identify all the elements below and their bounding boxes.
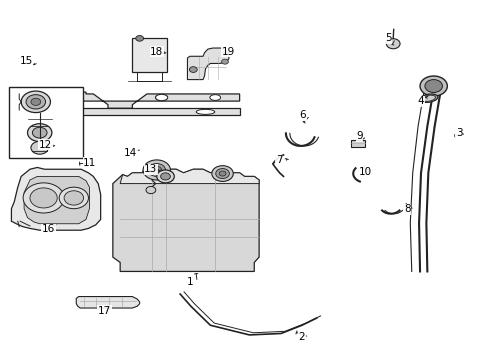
Text: 17: 17 bbox=[98, 306, 111, 316]
Polygon shape bbox=[13, 92, 239, 108]
Circle shape bbox=[32, 127, 47, 138]
Polygon shape bbox=[13, 108, 239, 116]
Circle shape bbox=[215, 168, 229, 179]
Circle shape bbox=[146, 186, 156, 194]
Circle shape bbox=[31, 141, 48, 154]
Text: 14: 14 bbox=[124, 148, 137, 158]
Text: 4: 4 bbox=[417, 96, 424, 106]
Circle shape bbox=[219, 171, 225, 176]
Circle shape bbox=[419, 76, 447, 96]
Text: 9: 9 bbox=[356, 131, 362, 141]
Ellipse shape bbox=[35, 109, 54, 114]
Circle shape bbox=[30, 188, 57, 208]
Ellipse shape bbox=[28, 94, 41, 101]
Ellipse shape bbox=[421, 95, 435, 101]
Circle shape bbox=[211, 166, 233, 181]
Text: 5: 5 bbox=[384, 33, 391, 43]
Polygon shape bbox=[113, 166, 259, 271]
Circle shape bbox=[152, 166, 161, 174]
Circle shape bbox=[21, 91, 50, 113]
Circle shape bbox=[64, 191, 83, 205]
Text: 16: 16 bbox=[42, 224, 55, 234]
Ellipse shape bbox=[419, 94, 437, 103]
Circle shape bbox=[136, 36, 143, 41]
Text: 12: 12 bbox=[39, 140, 52, 150]
Circle shape bbox=[23, 183, 64, 213]
Ellipse shape bbox=[209, 95, 220, 100]
Circle shape bbox=[157, 170, 174, 183]
Circle shape bbox=[59, 187, 88, 209]
Circle shape bbox=[25, 90, 44, 105]
Bar bbox=[132, 39, 167, 72]
Text: 8: 8 bbox=[403, 204, 410, 215]
Bar bbox=[350, 140, 365, 147]
Text: 7: 7 bbox=[275, 155, 282, 165]
Text: 10: 10 bbox=[358, 167, 371, 177]
Polygon shape bbox=[11, 167, 101, 230]
Text: 18: 18 bbox=[150, 46, 163, 57]
Text: 1: 1 bbox=[186, 277, 193, 287]
Circle shape bbox=[221, 59, 228, 64]
Text: 15: 15 bbox=[20, 56, 33, 66]
Text: 11: 11 bbox=[83, 158, 96, 168]
Polygon shape bbox=[76, 297, 140, 308]
Text: 13: 13 bbox=[144, 164, 157, 174]
Text: 6: 6 bbox=[299, 111, 305, 121]
Ellipse shape bbox=[196, 109, 214, 114]
Circle shape bbox=[424, 80, 442, 93]
Text: 19: 19 bbox=[222, 46, 235, 57]
Circle shape bbox=[27, 124, 52, 141]
Text: 3: 3 bbox=[455, 129, 462, 138]
Circle shape bbox=[148, 163, 165, 176]
Bar bbox=[9, 87, 82, 158]
Polygon shape bbox=[24, 176, 89, 224]
Circle shape bbox=[386, 39, 399, 49]
Ellipse shape bbox=[155, 94, 167, 101]
Circle shape bbox=[160, 173, 170, 180]
Circle shape bbox=[29, 93, 41, 102]
Circle shape bbox=[189, 67, 197, 72]
Polygon shape bbox=[120, 166, 259, 184]
Text: 2: 2 bbox=[298, 332, 305, 342]
Circle shape bbox=[31, 98, 41, 105]
Circle shape bbox=[143, 160, 170, 180]
Circle shape bbox=[26, 95, 45, 109]
Polygon shape bbox=[187, 48, 228, 80]
